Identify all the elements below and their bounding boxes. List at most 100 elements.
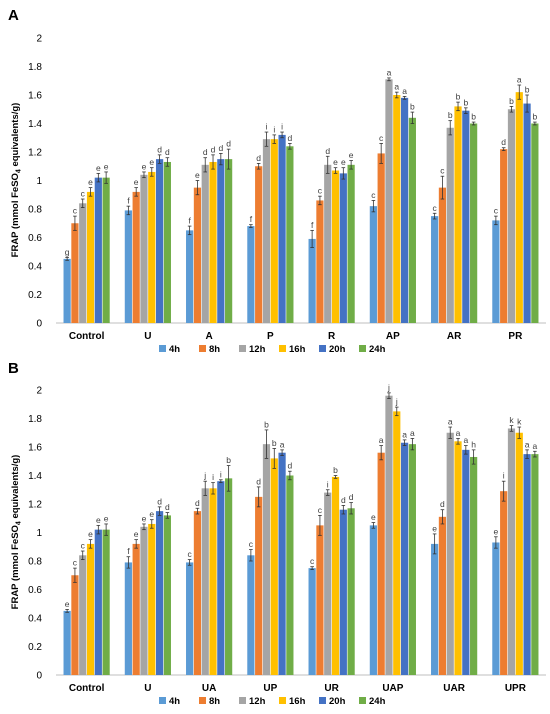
bar	[331, 476, 340, 675]
bar	[255, 496, 263, 675]
bar	[438, 187, 447, 323]
significance-letter: a	[280, 439, 285, 449]
significance-letter: b	[264, 419, 269, 429]
significance-letter: d	[195, 498, 200, 508]
bar	[225, 478, 233, 675]
x-tick-label: Control	[69, 683, 105, 694]
bar	[523, 454, 531, 675]
significance-letter: b	[509, 96, 514, 106]
x-tick-label: UAR	[443, 683, 465, 694]
significance-letter: e	[149, 509, 154, 519]
legend-label: 8h	[209, 696, 220, 707]
bar	[470, 123, 478, 323]
significance-letter: f	[127, 546, 130, 556]
significance-letter: c	[310, 556, 315, 566]
significance-letter: e	[195, 170, 200, 180]
significance-letter: j	[203, 471, 206, 481]
bar	[148, 171, 156, 323]
significance-letter: c	[440, 166, 445, 176]
bar	[71, 575, 79, 675]
y-tick-label: 0.6	[28, 585, 42, 596]
bar	[124, 562, 132, 675]
bar	[63, 258, 71, 323]
y-tick-label: 0	[36, 671, 42, 682]
bar	[102, 529, 110, 675]
legend-swatch	[239, 697, 246, 704]
significance-letter: e	[142, 513, 147, 523]
bar	[94, 529, 102, 675]
bar	[94, 177, 102, 323]
significance-letter: b	[333, 465, 338, 475]
bar	[385, 79, 393, 323]
legend-swatch	[319, 697, 326, 704]
legend-swatch	[199, 345, 206, 352]
bar	[408, 117, 416, 323]
bar	[270, 139, 278, 323]
significance-letter: e	[149, 157, 154, 167]
x-tick-label: R	[328, 331, 336, 342]
y-tick-label: 0.6	[28, 233, 42, 244]
bar	[462, 449, 470, 675]
bar	[193, 511, 202, 675]
bar	[347, 508, 355, 675]
bar	[369, 525, 377, 675]
legend: 4h 8h 12h 16h 20h 24h	[159, 696, 386, 707]
bar	[515, 432, 523, 675]
bar	[316, 525, 324, 675]
bar	[507, 109, 516, 323]
significance-letter: a	[456, 428, 461, 438]
bar	[102, 177, 110, 323]
bar	[186, 230, 194, 323]
bar	[201, 488, 209, 675]
significance-letter: f	[250, 214, 253, 224]
significance-letter: b	[410, 102, 415, 112]
significance-letter: i	[327, 479, 329, 489]
significance-letter: d	[288, 133, 293, 143]
y-tick-label: 1.4	[28, 119, 42, 130]
y-tick-label: 1.4	[28, 471, 42, 482]
legend-label: 12h	[249, 344, 266, 355]
y-tick-label: 1.6	[28, 91, 42, 102]
legend-swatch	[159, 697, 166, 704]
y-tick-label: 0.2	[28, 642, 42, 653]
significance-letter: b	[226, 455, 231, 465]
significance-letter: e	[494, 526, 499, 536]
bar	[492, 542, 500, 675]
significance-letter: d	[288, 461, 293, 471]
significance-letter: d	[157, 496, 162, 506]
bar	[507, 428, 516, 675]
legend-label: 24h	[369, 696, 386, 707]
legend-label: 12h	[249, 696, 266, 707]
bar	[369, 206, 377, 323]
bar	[308, 568, 316, 675]
legend-label: 8h	[209, 344, 220, 355]
legend-swatch	[319, 345, 326, 352]
bar	[446, 432, 454, 675]
significance-letter: c	[318, 505, 323, 515]
legend-swatch	[199, 697, 206, 704]
significance-letter: d	[203, 147, 208, 157]
bar	[377, 153, 385, 323]
x-tick-label: UA	[202, 683, 216, 694]
significance-letter: i	[273, 124, 275, 134]
bar	[163, 161, 171, 323]
bar	[347, 164, 355, 323]
significance-letter: b	[533, 112, 538, 122]
bar	[339, 173, 347, 323]
significance-letter: c	[379, 133, 384, 143]
chart-panel-b: B 0 0.2 0.4 0.6 0.8 1 1.2 1.4 1.6 1.8 2 FRAP (mmol F…	[8, 360, 546, 707]
bar	[124, 210, 132, 323]
significance-letter: h	[471, 439, 476, 449]
significance-letter: e	[134, 177, 139, 187]
bar	[247, 226, 255, 323]
x-tick-label: UAP	[382, 683, 403, 694]
bar	[324, 164, 332, 323]
bar	[286, 475, 294, 675]
significance-letter: d	[256, 153, 261, 163]
bar	[225, 159, 233, 323]
y-tick-label: 1.6	[28, 443, 42, 454]
bar	[247, 555, 255, 675]
significance-letter: e	[88, 177, 93, 187]
significance-letter: i	[212, 472, 214, 482]
